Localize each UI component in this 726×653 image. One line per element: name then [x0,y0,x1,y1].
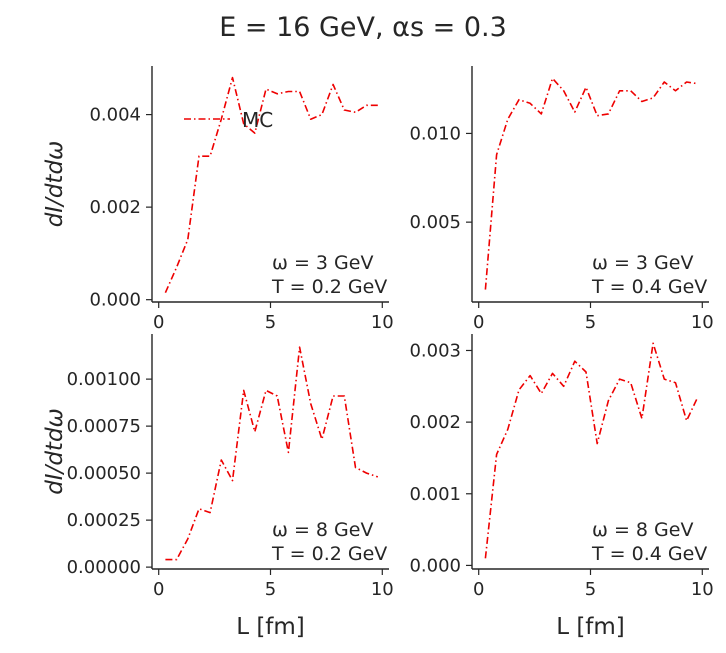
x-tick-label: 10 [691,312,714,333]
y-tick-label: 0.000 [409,555,461,576]
figure-title: E = 16 GeV, αs = 0.3 [219,12,507,43]
annotation-text: T = 0.4 GeV [591,276,707,298]
panel-bottom-left: 0 5 10 0.00000 0.00025 0.00050 0.00075 0.00100 ω… [42,334,394,640]
y-tick-label: 0.005 [409,212,461,233]
annotation-text: T = 0.4 GeV [591,543,707,565]
legend: MC [184,108,273,132]
y-tick-label: 0.00025 [67,510,141,531]
annotation-text: ω = 8 GeV [592,519,693,541]
y-tick-label: 0.00100 [67,369,141,390]
x-tick-label: 5 [585,579,596,600]
series-line [484,342,699,559]
series-line [164,76,378,294]
y-axis-label: dI/dtdω [42,408,68,495]
legend-label: MC [242,108,273,132]
y-tick-label: 0.002 [409,412,461,433]
y-axis-label: dI/dtdω [42,141,68,228]
x-tick-label: 0 [473,579,484,600]
x-tick-label: 5 [585,312,596,333]
y-tick-label: 0.001 [409,484,461,505]
annotation-text: T = 0.2 GeV [271,543,387,565]
y-tick-label: 0.00075 [67,416,141,437]
x-tick-label: 5 [265,312,276,333]
x-axis-label: L [fm] [236,614,305,640]
annotation-text: T = 0.2 GeV [271,276,387,298]
annotation-text: ω = 3 GeV [592,252,693,274]
x-tick-label: 10 [371,312,394,333]
x-tick-label: 10 [691,579,714,600]
y-tick-label: 0.002 [89,197,141,218]
series-line [165,346,379,561]
x-tick-label: 10 [371,579,394,600]
annotation-text: ω = 3 GeV [272,252,373,274]
y-tick-label: 0.00000 [67,557,141,578]
y-tick-label: 0.004 [89,105,141,126]
y-tick-label: 0.003 [409,340,461,361]
x-tick-label: 0 [153,312,164,333]
annotation-text: ω = 8 GeV [272,519,373,541]
y-tick-label: 0.010 [409,123,461,144]
y-tick-label: 0.000 [89,290,141,311]
x-tick-label: 0 [473,312,484,333]
y-tick-label: 0.00050 [67,463,141,484]
x-axis-label: L [fm] [556,614,625,640]
x-tick-label: 0 [153,579,164,600]
x-tick-label: 5 [265,579,276,600]
